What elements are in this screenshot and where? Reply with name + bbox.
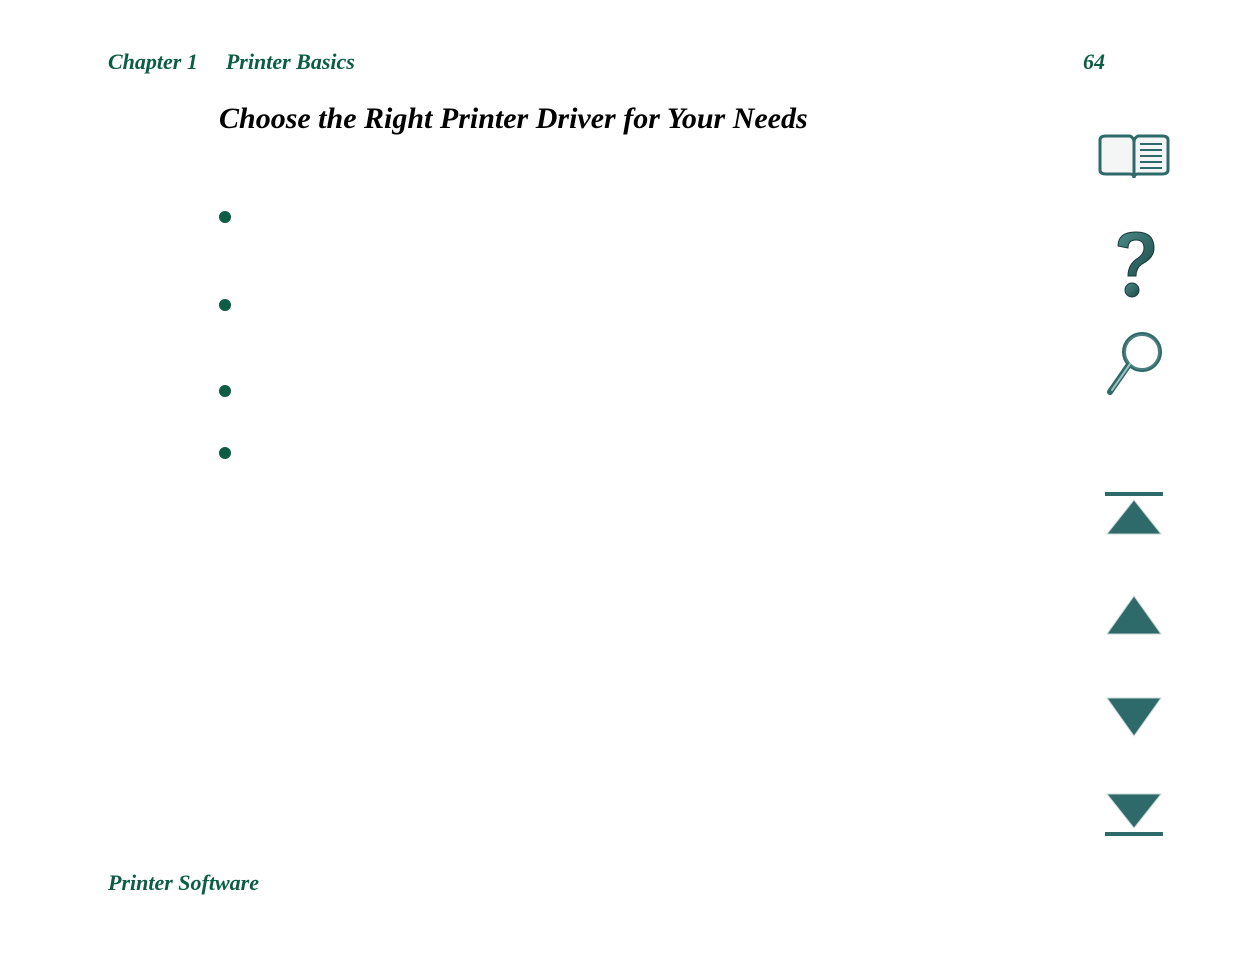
search-button[interactable] bbox=[1099, 330, 1169, 404]
nav-sidebar bbox=[1099, 128, 1169, 838]
page-footer: Printer Software bbox=[108, 870, 259, 896]
go-next-icon bbox=[1103, 694, 1165, 738]
last-page-button[interactable] bbox=[1099, 790, 1169, 838]
go-prev-icon bbox=[1103, 594, 1165, 638]
section-heading: Choose the Right Printer Driver for Your… bbox=[219, 102, 808, 136]
bullet-dot bbox=[219, 447, 231, 459]
header-left-group: Chapter 1 Printer Basics bbox=[108, 49, 355, 75]
bullet-dot bbox=[219, 299, 231, 311]
footer-section-label: Printer Software bbox=[108, 870, 259, 895]
contents-button[interactable] bbox=[1099, 128, 1169, 188]
bullet-dot bbox=[219, 211, 231, 223]
help-button[interactable] bbox=[1099, 228, 1169, 302]
chapter-title: Printer Basics bbox=[226, 49, 355, 75]
go-first-icon bbox=[1103, 490, 1165, 538]
page-number: 64 bbox=[1083, 49, 1105, 75]
first-page-button[interactable] bbox=[1099, 490, 1169, 538]
question-mark-icon bbox=[1106, 228, 1162, 302]
chapter-label: Chapter 1 bbox=[108, 49, 198, 75]
bullet-dot bbox=[219, 385, 231, 397]
next-page-button[interactable] bbox=[1099, 694, 1169, 738]
go-last-icon bbox=[1103, 790, 1165, 838]
prev-page-button[interactable] bbox=[1099, 594, 1169, 638]
page-header: Chapter 1 Printer Basics 64 bbox=[108, 49, 1105, 75]
magnifier-icon bbox=[1104, 330, 1164, 404]
book-icon bbox=[1096, 130, 1172, 186]
